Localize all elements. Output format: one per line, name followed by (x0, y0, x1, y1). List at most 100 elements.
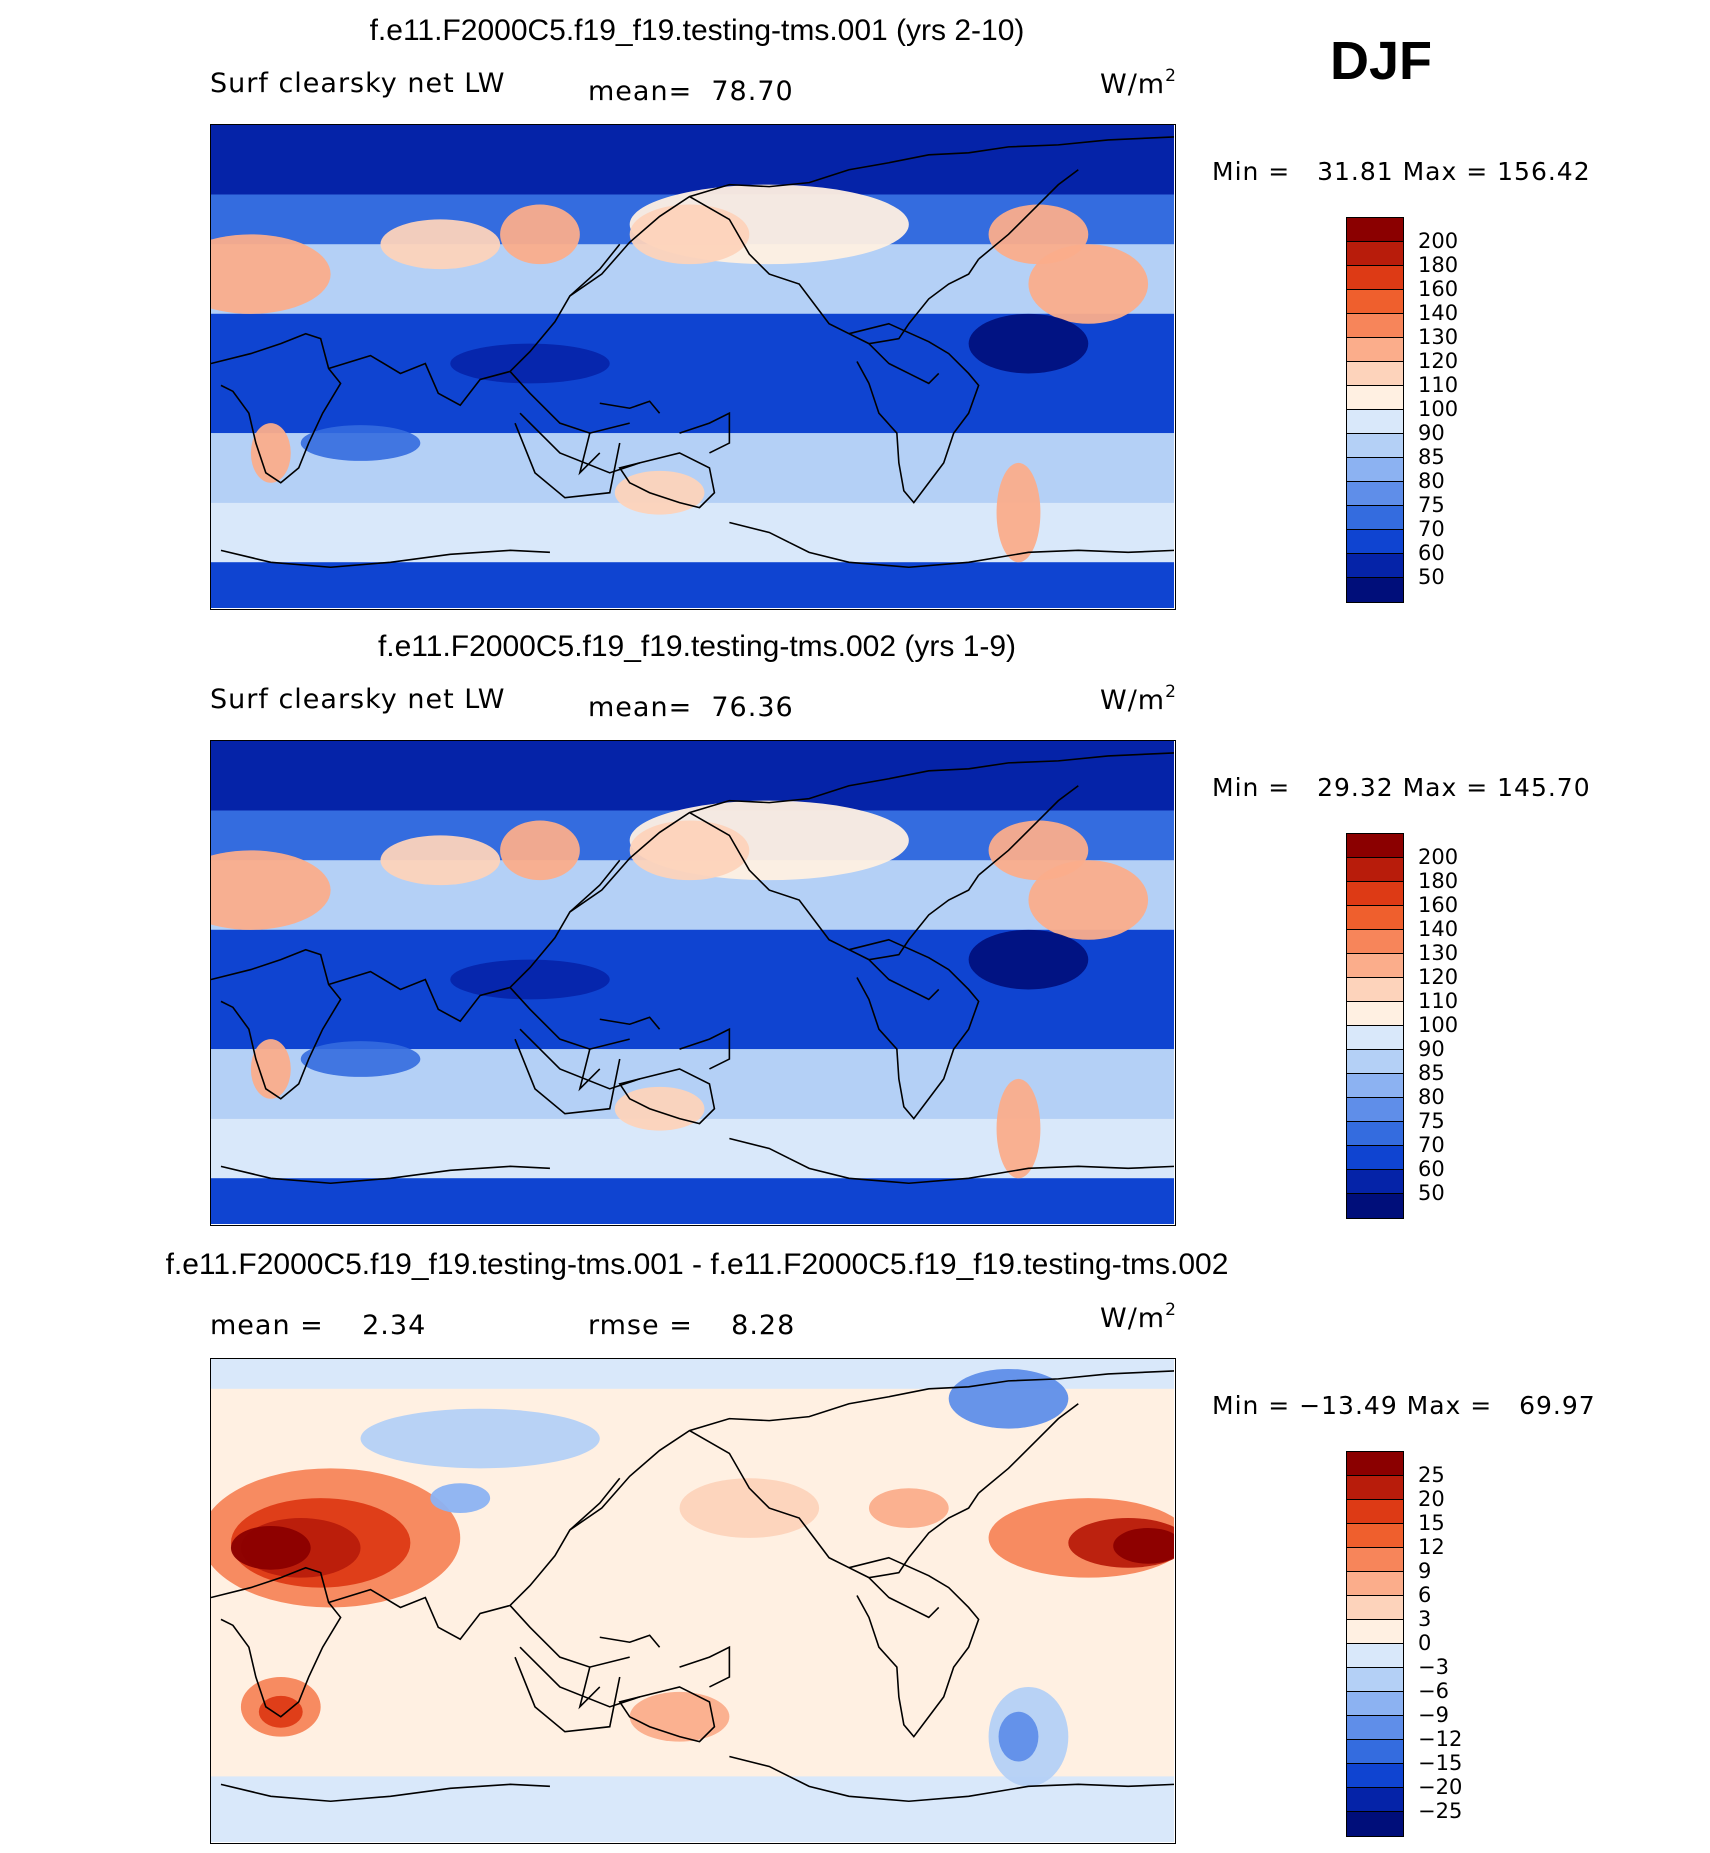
coastline (328, 1370, 1175, 1641)
coastline (599, 1634, 661, 1648)
colorbar-tick-label: −3 (1418, 1655, 1449, 1679)
min-max-label: Min = −13.49 Max = 69.97 (1212, 1391, 1596, 1420)
coastline (618, 1686, 716, 1743)
warm-patch (996, 462, 1041, 563)
coastline (788, 1775, 1175, 1803)
colorbar-tick-label: 60 (1418, 541, 1445, 565)
colorbar-swatch (1347, 1500, 1403, 1524)
band-antarctic (211, 1178, 1174, 1224)
coastline (848, 1556, 980, 1738)
mean-label: mean = 2.34 (210, 1310, 427, 1341)
colorbar-tick-label: 70 (1418, 517, 1445, 541)
coastline (509, 986, 630, 1050)
coastline (578, 1048, 601, 1092)
min-max-label: Min = 31.81 Max = 156.42 (1212, 157, 1591, 186)
colorbar-tick-label: 85 (1418, 445, 1445, 469)
coastline (514, 422, 621, 499)
colorbar-tick-label: 100 (1418, 397, 1459, 421)
warm-patch (1028, 860, 1149, 940)
colorbar-swatch (1347, 530, 1403, 554)
colorbar-swatch (1347, 1668, 1403, 1692)
colorbar-tick-label: 0 (1418, 1631, 1432, 1655)
colorbar-tick-label: 180 (1418, 253, 1459, 277)
colorbar-swatch (1347, 1572, 1403, 1596)
mean-label: mean= 78.70 (588, 76, 794, 107)
colorbar-tick-label: 25 (1418, 1463, 1445, 1487)
colorbar-swatch (1347, 1476, 1403, 1500)
colorbar-tick-label: 80 (1418, 469, 1445, 493)
coastline (509, 370, 630, 434)
colorbar-swatch (1347, 1620, 1403, 1644)
coastline (220, 1783, 550, 1803)
colorbar-tick-label: 85 (1418, 1061, 1445, 1085)
coastline (569, 1477, 621, 1531)
warm-patch (380, 219, 501, 270)
coastline (788, 1157, 1175, 1185)
panel-title: f.e11.F2000C5.f19_f19.testing-tms.002 (y… (377, 630, 1017, 663)
colorbar (1346, 1451, 1404, 1837)
warm-anomaly (679, 1478, 820, 1538)
coastline (210, 332, 342, 484)
colorbar-tick-label: 90 (1418, 421, 1445, 445)
warm-patch (171, 234, 331, 314)
colorbar-swatch (1347, 1548, 1403, 1572)
colorbar-tick-label: 180 (1418, 869, 1459, 893)
colorbar-swatch (1347, 1074, 1403, 1098)
colorbar-swatch (1347, 554, 1403, 578)
colorbar-swatch (1347, 266, 1403, 290)
coastline (578, 432, 601, 476)
colorbar-tick-label: 160 (1418, 893, 1459, 917)
warm-patch (171, 850, 331, 930)
map-panel (171, 124, 1176, 610)
colorbar-swatch (1347, 1026, 1403, 1050)
colorbar-swatch (1347, 386, 1403, 410)
colorbar (1346, 217, 1404, 603)
colorbar-tick-label: 6 (1418, 1583, 1432, 1607)
cold-patch (300, 425, 421, 461)
colorbar-tick-label: 3 (1418, 1607, 1432, 1631)
coastline (679, 1645, 731, 1688)
coastline (569, 243, 621, 297)
colorbar-swatch (1347, 1452, 1403, 1476)
colorbar-swatch (1347, 458, 1403, 482)
colorbar-swatch (1347, 314, 1403, 338)
band-arctic (211, 125, 1174, 195)
colorbar-tick-label: 50 (1418, 1181, 1445, 1205)
contour-map (171, 125, 1175, 608)
coastline (729, 521, 790, 544)
cold-patch (450, 343, 610, 384)
warm-anomaly (1113, 1527, 1183, 1564)
colorbar-swatch (1347, 1812, 1403, 1836)
colorbar-swatch (1347, 1524, 1403, 1548)
coastline (848, 938, 980, 1120)
coastline (514, 1656, 621, 1733)
colorbar-swatch (1347, 338, 1403, 362)
colorbar-swatch (1347, 434, 1403, 458)
coastline (210, 1566, 342, 1718)
warm-patch (500, 820, 580, 881)
coastline (328, 752, 1175, 1023)
coastline (220, 1165, 550, 1185)
colorbar-swatch (1347, 1644, 1403, 1668)
contour-map (201, 1359, 1188, 1842)
cold-patch (968, 929, 1089, 990)
coastline (220, 549, 550, 569)
colorbar (1346, 833, 1404, 1219)
coastline (519, 412, 640, 474)
colorbar-swatch (1347, 930, 1403, 954)
min-max-label: Min = 29.32 Max = 145.70 (1212, 773, 1591, 802)
coastline (578, 1666, 601, 1710)
colorbar-tick-label: 90 (1418, 1037, 1445, 1061)
colorbar-swatch (1347, 1716, 1403, 1740)
coastline (978, 785, 1079, 876)
warm-patch (629, 204, 750, 265)
season-label: DJF (1330, 31, 1433, 91)
coastline (868, 343, 940, 385)
rmse-label: rmse = 8.28 (588, 1310, 796, 1341)
colorbar-tick-label: 80 (1418, 1085, 1445, 1109)
cold-patch (300, 1041, 421, 1077)
colorbar-tick-label: 70 (1418, 1133, 1445, 1157)
colorbar-swatch (1347, 1122, 1403, 1146)
coastline (689, 1429, 980, 1579)
coastline (848, 322, 980, 504)
